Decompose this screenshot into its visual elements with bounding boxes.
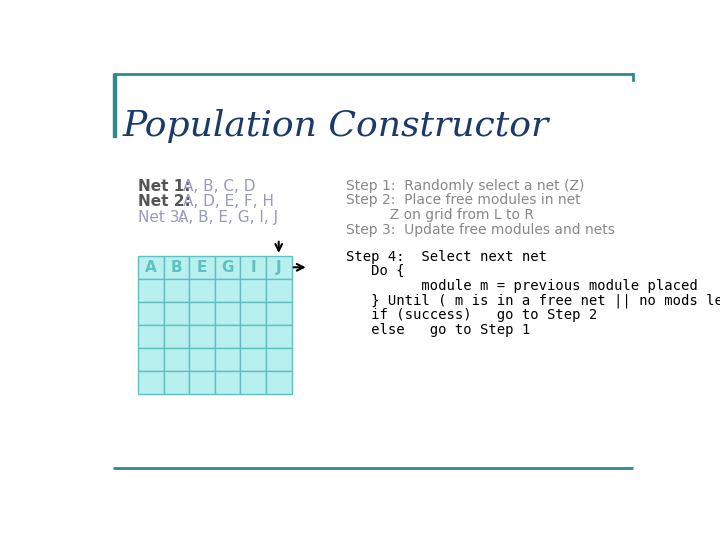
Bar: [163, 256, 189, 279]
Bar: [163, 372, 189, 394]
Text: E: E: [197, 260, 207, 275]
Text: Do {: Do {: [346, 264, 405, 278]
Text: G: G: [221, 260, 234, 275]
Bar: [138, 302, 163, 325]
Text: B: B: [171, 260, 182, 275]
Bar: [240, 348, 266, 372]
Text: if (success)   go to Step 2: if (success) go to Step 2: [346, 308, 597, 322]
Text: Step 2:  Place free modules in net: Step 2: Place free modules in net: [346, 193, 580, 207]
Bar: [215, 279, 240, 302]
Bar: [240, 325, 266, 348]
Bar: [240, 372, 266, 394]
Bar: [138, 325, 163, 348]
Text: I: I: [251, 260, 256, 275]
Text: A: A: [145, 260, 157, 275]
Text: Step 4:  Select next net: Step 4: Select next net: [346, 249, 546, 264]
Text: Step 1:  Randomly select a net (Z): Step 1: Randomly select a net (Z): [346, 179, 584, 193]
Text: module m = previous module placed: module m = previous module placed: [346, 279, 698, 293]
Bar: [215, 348, 240, 372]
Bar: [138, 279, 163, 302]
Bar: [266, 325, 292, 348]
Bar: [266, 348, 292, 372]
Bar: [113, 74, 117, 137]
Bar: [138, 372, 163, 394]
Bar: [266, 256, 292, 279]
Bar: [189, 348, 215, 372]
Bar: [189, 372, 215, 394]
Bar: [189, 302, 215, 325]
Bar: [266, 302, 292, 325]
Bar: [240, 302, 266, 325]
Bar: [189, 325, 215, 348]
Bar: [266, 372, 292, 394]
Text: Z on grid from L to R: Z on grid from L to R: [346, 208, 534, 222]
Text: Net 2:: Net 2:: [138, 194, 196, 209]
Bar: [215, 256, 240, 279]
Bar: [189, 256, 215, 279]
Bar: [189, 279, 215, 302]
Bar: [163, 302, 189, 325]
Bar: [266, 279, 292, 302]
Text: else   go to Step 1: else go to Step 1: [346, 323, 530, 337]
Bar: [163, 279, 189, 302]
Text: A, B, E, G, I, J: A, B, E, G, I, J: [178, 210, 278, 225]
Bar: [163, 325, 189, 348]
Bar: [163, 348, 189, 372]
Bar: [240, 256, 266, 279]
Text: Net 3:: Net 3:: [138, 210, 189, 225]
Text: J: J: [276, 260, 282, 275]
Bar: [138, 256, 163, 279]
Bar: [215, 325, 240, 348]
Bar: [215, 372, 240, 394]
Bar: [240, 279, 266, 302]
Text: Step 3:  Update free modules and nets: Step 3: Update free modules and nets: [346, 222, 615, 237]
Bar: [215, 302, 240, 325]
Text: Population Constructor: Population Constructor: [122, 110, 549, 144]
Bar: [138, 348, 163, 372]
Text: Net 1:: Net 1:: [138, 179, 196, 194]
Text: A, B, C, D: A, B, C, D: [183, 179, 256, 194]
Text: } Until ( m is in a free net || no mods left on net): } Until ( m is in a free net || no mods …: [346, 294, 720, 308]
Text: A, D, E, F, H: A, D, E, F, H: [183, 194, 274, 209]
